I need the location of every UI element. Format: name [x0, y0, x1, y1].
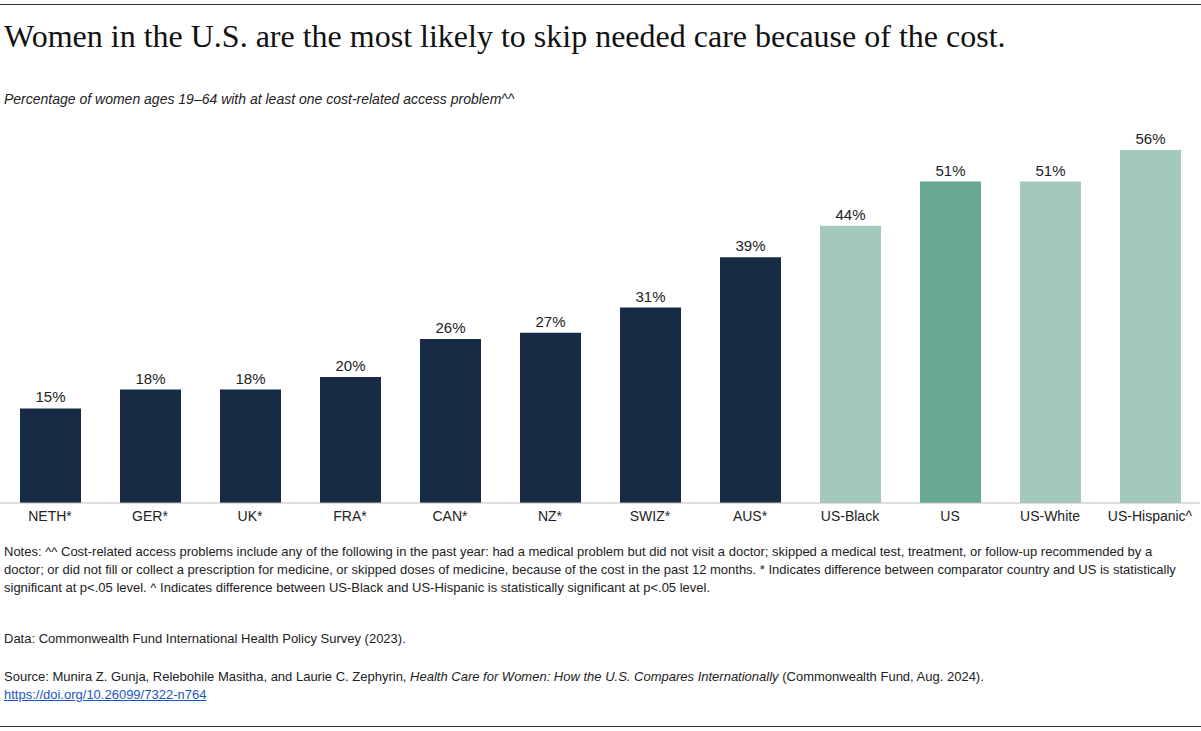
svg-text:FRA*: FRA*: [333, 508, 367, 524]
svg-text:39%: 39%: [735, 237, 765, 254]
svg-text:US-Hispanic^: US-Hispanic^: [1108, 508, 1193, 524]
svg-text:US-White: US-White: [1020, 508, 1080, 524]
svg-text:44%: 44%: [835, 206, 865, 223]
svg-text:NETH*: NETH*: [28, 508, 72, 524]
html-text:Notes: ^^ Cost-related access: Notes: ^^ Cost-related access problems i…: [4, 544, 1176, 595]
svg-text:15%: 15%: [35, 388, 65, 405]
svg-text:CAN*: CAN*: [432, 508, 468, 524]
html-text:Source: Munira Z. Gunja, Releb: Source: Munira Z. Gunja, Relebohile Masi…: [4, 669, 984, 684]
svg-text:18%: 18%: [135, 370, 165, 387]
svg-text:SWIZ*: SWIZ*: [630, 508, 671, 524]
html-text:https://doi.org/10.26099/7322-: https://doi.org/10.26099/7322-n764: [4, 687, 207, 702]
html-text:Percentage of women ages 19–64: Percentage of women ages 19–64 with at l…: [4, 91, 515, 107]
svg-text:GER*: GER*: [132, 508, 168, 524]
svg-text:31%: 31%: [635, 288, 665, 305]
svg-text:51%: 51%: [935, 162, 965, 179]
svg-text:20%: 20%: [335, 357, 365, 374]
svg-text:NZ*: NZ*: [538, 508, 563, 524]
svg-text:56%: 56%: [1135, 130, 1165, 147]
svg-text:AUS*: AUS*: [733, 508, 768, 524]
html-text:Women in the U.S. are the most: Women in the U.S. are the most likely to…: [4, 18, 1006, 54]
svg-text:US-Black: US-Black: [821, 508, 880, 524]
svg-text:18%: 18%: [235, 370, 265, 387]
html-text:Data: Commonwealth Fund Intern: Data: Commonwealth Fund International He…: [4, 631, 406, 646]
svg-text:51%: 51%: [1035, 162, 1065, 179]
svg-text:27%: 27%: [535, 313, 565, 330]
svg-text:UK*: UK*: [238, 508, 263, 524]
svg-text:US: US: [940, 508, 959, 524]
svg-text:26%: 26%: [435, 319, 465, 336]
